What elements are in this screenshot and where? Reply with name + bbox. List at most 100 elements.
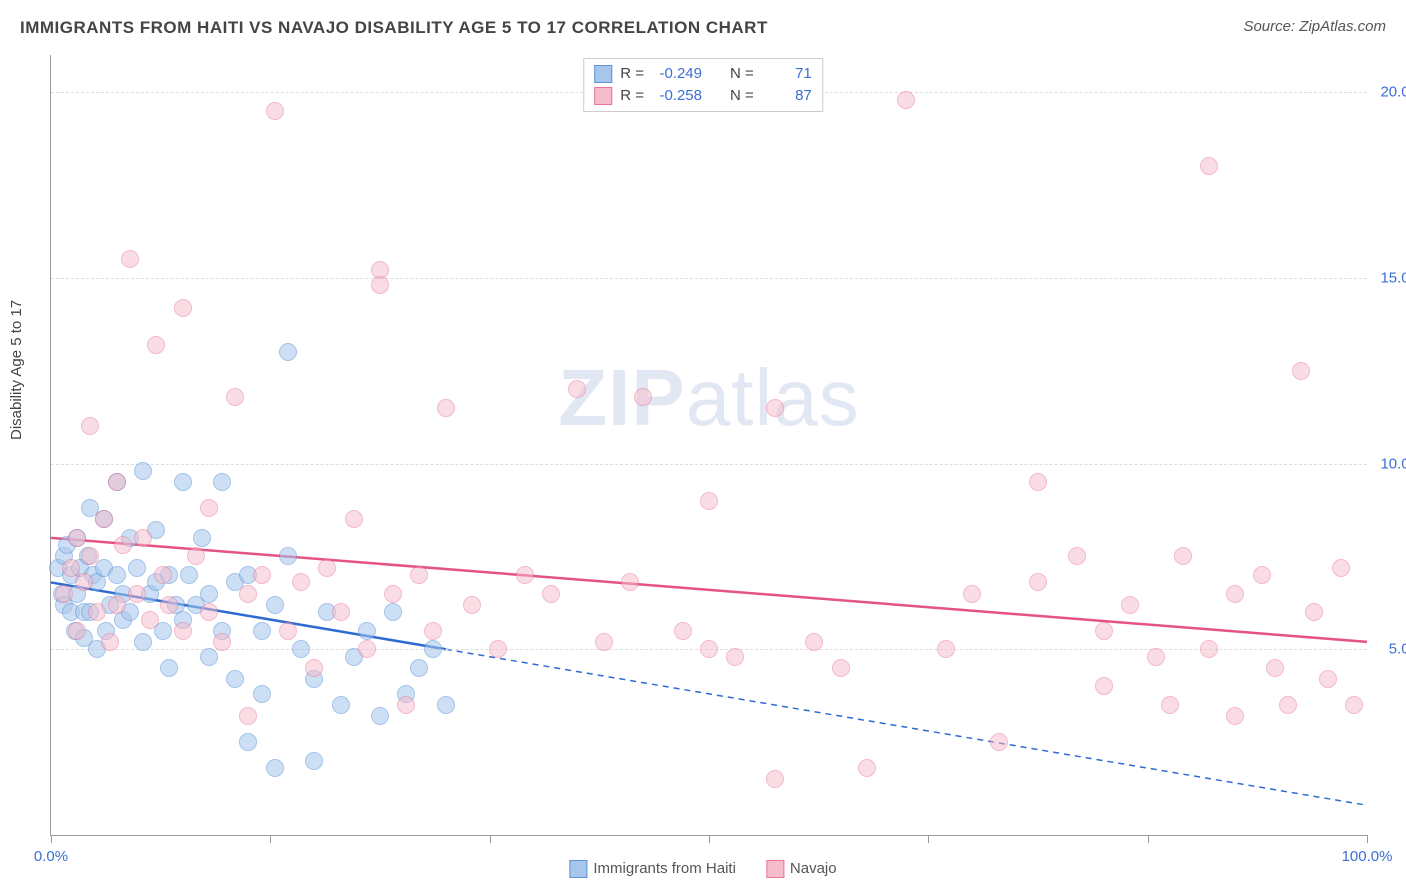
data-point bbox=[95, 510, 113, 528]
data-point bbox=[1253, 566, 1271, 584]
data-point bbox=[1161, 696, 1179, 714]
data-point bbox=[239, 585, 257, 603]
data-point bbox=[253, 622, 271, 640]
legend-swatch bbox=[569, 860, 587, 878]
data-point bbox=[200, 648, 218, 666]
data-point bbox=[101, 633, 119, 651]
data-point bbox=[279, 343, 297, 361]
xtick bbox=[270, 835, 271, 843]
data-point bbox=[128, 585, 146, 603]
xtick bbox=[51, 835, 52, 843]
chart-title: IMMIGRANTS FROM HAITI VS NAVAJO DISABILI… bbox=[20, 18, 768, 38]
data-point bbox=[1292, 362, 1310, 380]
source-label: Source: ZipAtlas.com bbox=[1243, 18, 1386, 35]
data-point bbox=[226, 388, 244, 406]
data-point bbox=[424, 640, 442, 658]
data-point bbox=[1279, 696, 1297, 714]
data-point bbox=[437, 696, 455, 714]
ytick-label: 10.0% bbox=[1380, 455, 1406, 472]
data-point bbox=[108, 596, 126, 614]
data-point bbox=[55, 585, 73, 603]
data-point bbox=[200, 603, 218, 621]
data-point bbox=[437, 399, 455, 417]
data-point bbox=[266, 102, 284, 120]
plot-area: ZIPatlas 5.0%10.0%15.0%20.0%0.0%100.0% bbox=[50, 55, 1367, 836]
legend-r-label: R = bbox=[620, 85, 644, 107]
legend-correlation-row: R =-0.258N =87 bbox=[594, 85, 812, 107]
data-point bbox=[174, 622, 192, 640]
data-point bbox=[542, 585, 560, 603]
data-point bbox=[128, 559, 146, 577]
data-point bbox=[174, 299, 192, 317]
data-point bbox=[990, 733, 1008, 751]
data-point bbox=[279, 622, 297, 640]
legend-n-value: 71 bbox=[762, 63, 812, 85]
data-point bbox=[318, 559, 336, 577]
data-point bbox=[674, 622, 692, 640]
data-point bbox=[1332, 559, 1350, 577]
data-point bbox=[1266, 659, 1284, 677]
data-point bbox=[345, 510, 363, 528]
data-point bbox=[134, 633, 152, 651]
data-point bbox=[332, 696, 350, 714]
xtick bbox=[709, 835, 710, 843]
data-point bbox=[134, 462, 152, 480]
data-point bbox=[213, 633, 231, 651]
data-point bbox=[108, 473, 126, 491]
ytick-label: 20.0% bbox=[1380, 84, 1406, 101]
data-point bbox=[358, 640, 376, 658]
data-point bbox=[700, 492, 718, 510]
trend-line-extrapolated bbox=[446, 649, 1367, 805]
legend-series-label: Navajo bbox=[790, 860, 837, 877]
data-point bbox=[68, 622, 86, 640]
legend-r-value: -0.249 bbox=[652, 63, 702, 85]
data-point bbox=[805, 633, 823, 651]
data-point bbox=[134, 529, 152, 547]
legend-n-label: N = bbox=[730, 63, 754, 85]
data-point bbox=[384, 585, 402, 603]
data-point bbox=[1095, 622, 1113, 640]
data-point bbox=[253, 566, 271, 584]
xtick bbox=[928, 835, 929, 843]
data-point bbox=[108, 566, 126, 584]
data-point bbox=[266, 759, 284, 777]
data-point bbox=[897, 91, 915, 109]
gridline bbox=[51, 278, 1367, 279]
legend-correlation: R =-0.249N =71R =-0.258N =87 bbox=[583, 58, 823, 112]
legend-correlation-row: R = -0.249 N = 71 bbox=[594, 63, 812, 85]
data-point bbox=[726, 648, 744, 666]
data-point bbox=[463, 596, 481, 614]
data-point bbox=[200, 499, 218, 517]
xtick-label: 100.0% bbox=[1342, 848, 1393, 865]
data-point bbox=[424, 622, 442, 640]
legend-swatch bbox=[766, 860, 784, 878]
legend-series: Immigrants from Haiti Navajo bbox=[569, 860, 836, 878]
data-point bbox=[200, 585, 218, 603]
legend-series-item: Navajo bbox=[766, 860, 837, 878]
data-point bbox=[305, 752, 323, 770]
data-point bbox=[141, 611, 159, 629]
ytick-label: 5.0% bbox=[1389, 641, 1406, 658]
legend-swatch bbox=[594, 87, 612, 105]
xtick bbox=[490, 835, 491, 843]
data-point bbox=[332, 603, 350, 621]
data-point bbox=[1345, 696, 1363, 714]
data-point bbox=[832, 659, 850, 677]
xtick bbox=[1148, 835, 1149, 843]
data-point bbox=[1319, 670, 1337, 688]
data-point bbox=[266, 596, 284, 614]
legend-series-item: Immigrants from Haiti bbox=[569, 860, 736, 878]
legend-r-value: -0.258 bbox=[652, 85, 702, 107]
y-axis-label: Disability Age 5 to 17 bbox=[8, 300, 25, 440]
data-point bbox=[253, 685, 271, 703]
data-point bbox=[147, 336, 165, 354]
data-point bbox=[858, 759, 876, 777]
data-point bbox=[766, 399, 784, 417]
data-point bbox=[174, 473, 192, 491]
data-point bbox=[634, 388, 652, 406]
xtick-label: 0.0% bbox=[34, 848, 68, 865]
legend-r-label: R = bbox=[620, 63, 644, 85]
ytick-label: 15.0% bbox=[1380, 269, 1406, 286]
data-point bbox=[766, 770, 784, 788]
data-point bbox=[62, 559, 80, 577]
